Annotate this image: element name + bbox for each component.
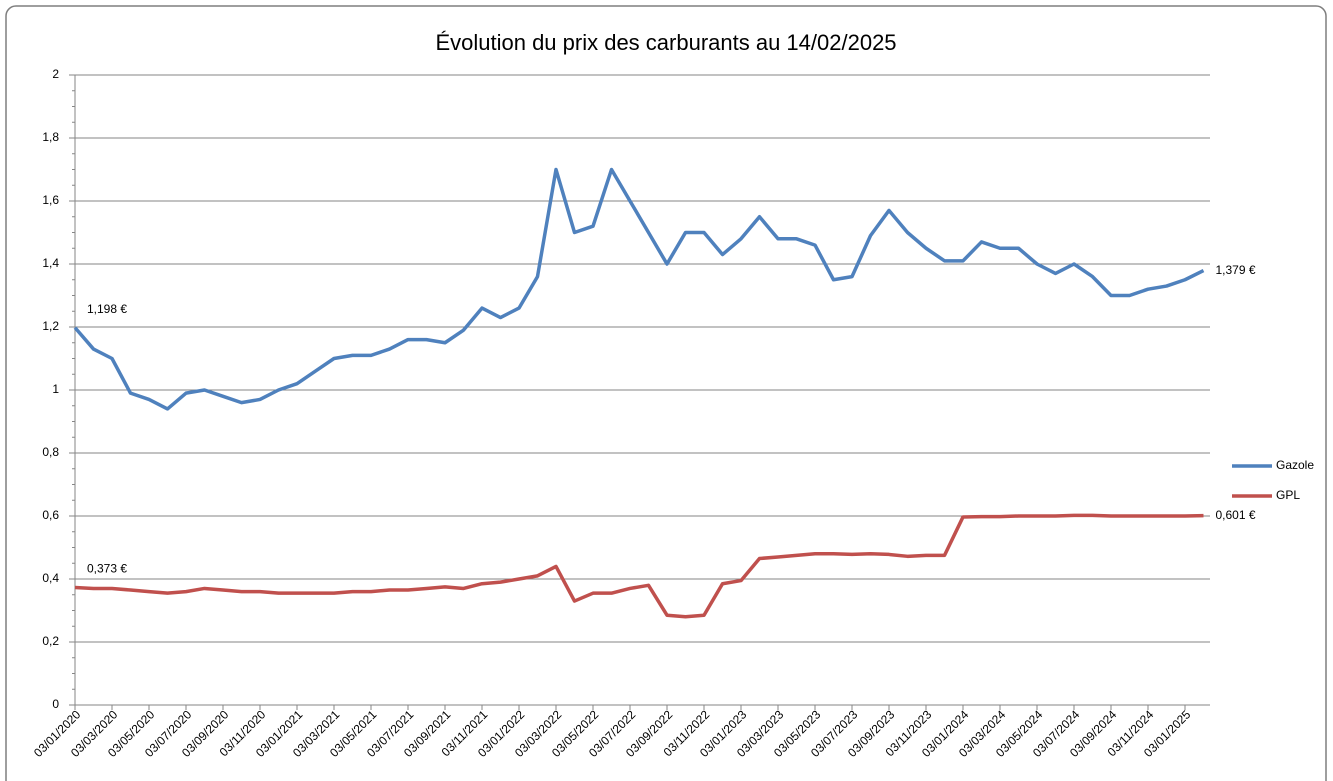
- line-series: [74, 513, 1204, 619]
- y-tick-label: 0,4: [42, 571, 59, 585]
- y-tick-label: 0,8: [42, 445, 59, 459]
- y-tick-label: 1,4: [42, 256, 59, 270]
- y-tick-label: 1,2: [42, 319, 59, 333]
- legend-label: Gazole: [1276, 458, 1314, 472]
- y-tick-label: 2: [52, 67, 59, 81]
- chart-title: Évolution du prix des carburants au 14/0…: [435, 30, 896, 55]
- y-tick-label: 1: [52, 382, 59, 396]
- y-tick-label: 0: [52, 697, 59, 711]
- y-tick-label: 1,8: [42, 130, 59, 144]
- line-series: [73, 167, 1205, 411]
- y-tick-label: 1,6: [42, 193, 59, 207]
- data-label: 1,198 €: [87, 302, 127, 316]
- y-tick-label: 0,2: [42, 634, 59, 648]
- chart-frame: [5, 5, 1327, 781]
- data-label: 0,601 €: [1216, 508, 1256, 522]
- data-label: 0,373 €: [87, 562, 127, 576]
- legend-label: GPL: [1276, 488, 1300, 502]
- data-label: 1,379 €: [1216, 263, 1256, 277]
- y-tick-label: 0,6: [42, 508, 59, 522]
